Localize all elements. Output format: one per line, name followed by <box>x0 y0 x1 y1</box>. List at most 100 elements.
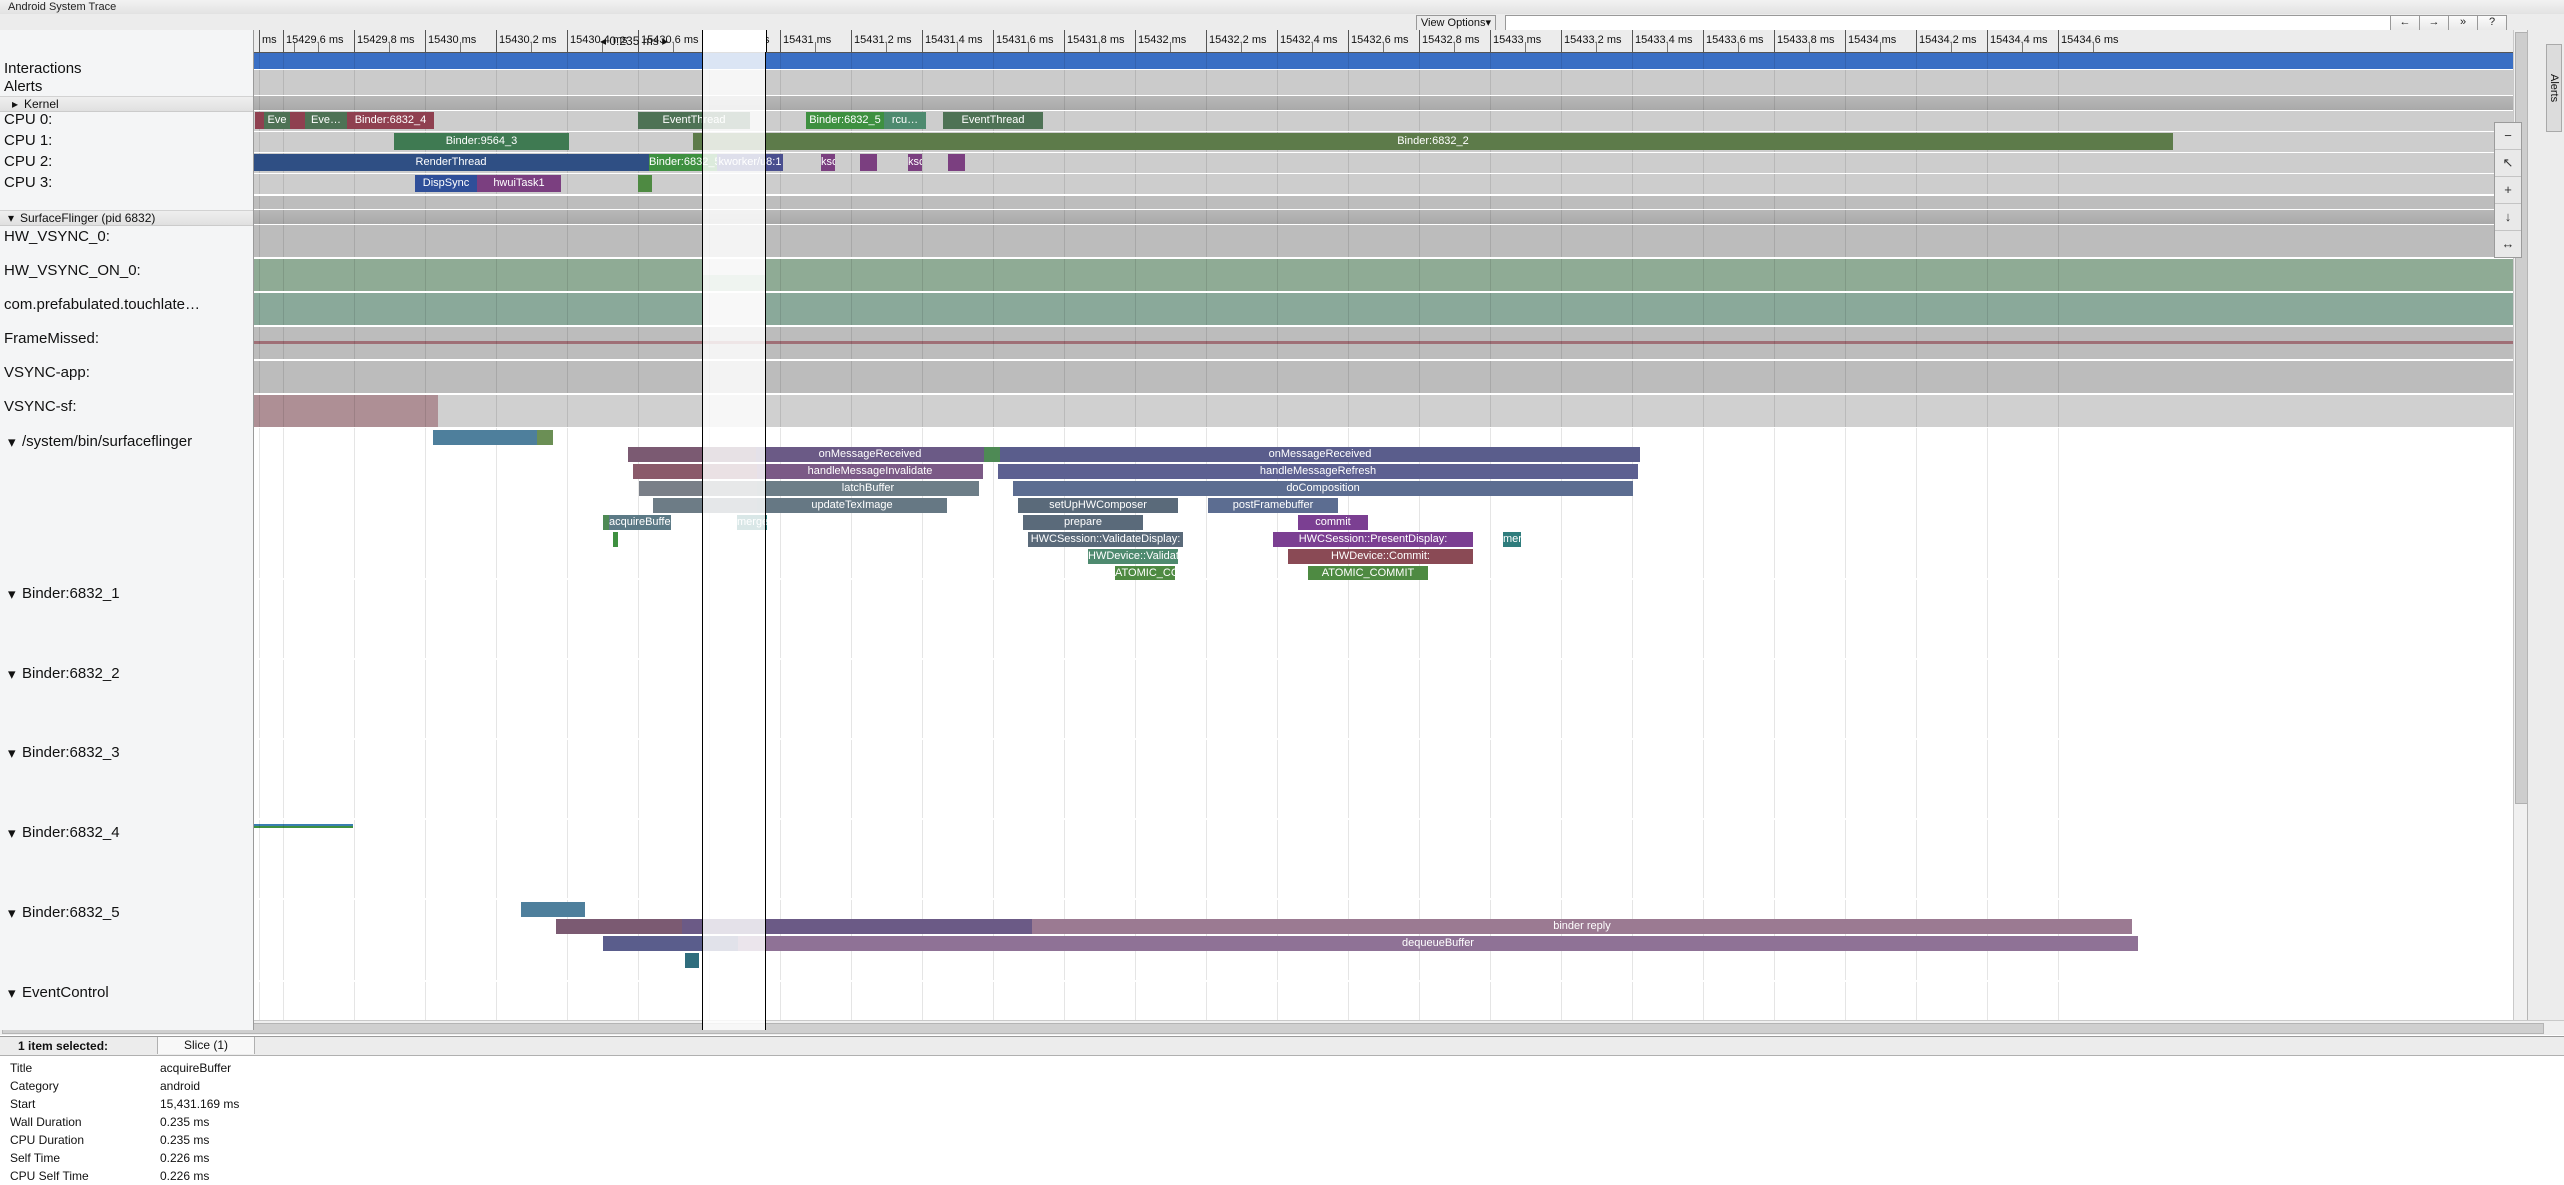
track-surfaceflinger-thread[interactable]: onMessageReceived onMessageReceived handle… <box>253 428 2528 581</box>
trace-slice[interactable] <box>653 498 757 513</box>
track-label-touchlatency[interactable]: com.prefabulated.touchlate… <box>4 296 200 313</box>
trace-slice[interactable]: onMessageReceived <box>756 447 984 462</box>
trace-slice[interactable] <box>603 936 738 951</box>
view-options-button[interactable]: View Options▾ <box>1415 15 1496 31</box>
track-label-hw-vsync-on-0[interactable]: HW_VSYNC_ON_0: <box>4 262 141 279</box>
trace-slice[interactable]: prepare <box>1023 515 1143 530</box>
track-cpu-0[interactable]: Eve Eve… Binder:6832_4 EventThread Binder:68… <box>253 111 2528 131</box>
cpu-slice[interactable]: rcu… <box>884 112 926 129</box>
cpu-slice[interactable]: Binder:6832_5 <box>649 154 717 171</box>
track-label-interactions[interactable]: Interactions <box>4 60 82 77</box>
cpu-slice[interactable] <box>638 175 652 192</box>
trace-slice[interactable] <box>613 532 618 547</box>
track-vsync-sf[interactable] <box>253 395 2528 427</box>
trace-slice[interactable]: merge <box>737 515 767 530</box>
cpu-slice[interactable]: kso <box>821 154 835 171</box>
track-label-cpu-2[interactable]: CPU 2: <box>4 153 53 170</box>
track-label-hw-vsync-0[interactable]: HW_VSYNC_0: <box>4 228 110 245</box>
cpu-slice[interactable]: Eve <box>264 112 290 129</box>
timeline-ruler[interactable]: ms 15429.6 ms 15429.8 ms 15430 ms 15430.2 ms… <box>253 30 2528 53</box>
trace-slice[interactable]: HWCSession::ValidateDisplay: <box>1028 532 1183 547</box>
trace-slice[interactable]: handleMessageInvalidate <box>757 464 983 479</box>
track-label-cpu-1[interactable]: CPU 1: <box>4 132 53 149</box>
trace-slice[interactable]: binder reply <box>1032 919 2132 934</box>
cpu-slice[interactable]: Binder:6832_5 <box>806 112 884 129</box>
cpu-slice[interactable]: hwuiTask1 <box>477 175 561 192</box>
track-canvas[interactable]: ms 15429.6 ms 15429.8 ms 15430 ms 15430.2 ms… <box>253 30 2528 1030</box>
trace-slice[interactable]: HWCSession::PresentDisplay: <box>1273 532 1473 547</box>
trace-slice[interactable]: dequeueBuffer <box>738 936 2138 951</box>
track-label-frame-missed[interactable]: FrameMissed: <box>4 330 100 347</box>
trace-slice[interactable] <box>682 919 1032 934</box>
track-hw-vsync-on-0[interactable] <box>253 259 2528 291</box>
cpu-slice[interactable] <box>860 154 877 171</box>
trace-slice[interactable]: HWDevice::Commit: <box>1288 549 1473 564</box>
trace-slice[interactable]: postFramebuffer <box>1208 498 1338 513</box>
alerts-side-tab[interactable]: Alerts <box>2546 44 2562 132</box>
track-label-vsync-sf[interactable]: VSYNC-sf: <box>4 398 77 415</box>
next-result-button[interactable]: → <box>2419 15 2449 31</box>
details-tab-slice[interactable]: Slice (1) <box>157 1037 256 1054</box>
track-binder-6832-3[interactable] <box>253 740 2528 818</box>
track-interactions[interactable] <box>253 53 2528 69</box>
horizontal-scrollbar[interactable] <box>0 1020 2564 1035</box>
trace-slice[interactable] <box>628 447 756 462</box>
cpu-slice[interactable]: Binder:6832_2 <box>693 133 2173 150</box>
trace-slice[interactable]: setUpHWComposer <box>1018 498 1178 513</box>
track-surfaceflinger-group[interactable] <box>253 210 2528 224</box>
pan-down-icon[interactable]: ↓ <box>2495 204 2521 231</box>
select-cursor-icon[interactable]: ↖ <box>2495 150 2521 177</box>
cpu-slice[interactable]: kso <box>908 154 922 171</box>
cpu-slice[interactable]: Binder:9564_3 <box>394 133 569 150</box>
pan-horizontal-icon[interactable]: ↔ <box>2501 236 2515 251</box>
track-binder-6832-1[interactable] <box>253 580 2528 658</box>
trace-slice[interactable] <box>639 481 757 496</box>
trace-slice[interactable] <box>633 464 757 479</box>
zoom-out-icon[interactable]: − <box>2495 123 2521 150</box>
more-options-button[interactable]: » <box>2448 15 2478 31</box>
zoom-in-icon[interactable]: + <box>2495 177 2521 204</box>
horizontal-scrollbar-thumb[interactable] <box>2 1023 2544 1034</box>
track-alerts[interactable] <box>253 70 2528 95</box>
track-binder-6832-4[interactable] <box>253 820 2528 898</box>
trace-slice[interactable]: HWDevice::Validate: <box>1088 549 1178 564</box>
prev-result-button[interactable]: ← <box>2390 15 2420 31</box>
trace-slice[interactable]: latchBuffer <box>757 481 979 496</box>
trace-slice[interactable] <box>537 430 553 445</box>
track-binder-6832-5[interactable]: binder reply dequeueBuffer <box>253 900 2528 980</box>
cpu-slice[interactable]: EventThread <box>943 112 1043 129</box>
track-frame-missed[interactable] <box>253 327 2528 359</box>
trace-slice[interactable]: onMessageReceived <box>1000 447 1640 462</box>
cpu-slice[interactable] <box>290 112 305 129</box>
trace-slice[interactable]: ATOMIC_COMMIT <box>1308 566 1428 581</box>
track-hw-vsync-0[interactable] <box>253 225 2528 257</box>
trace-slice[interactable]: handleMessageRefresh <box>998 464 1638 479</box>
track-kernel-group[interactable] <box>253 96 2528 110</box>
group-row-kernel[interactable]: ▸ Kernel <box>0 96 253 112</box>
track-label-vsync-app[interactable]: VSYNC-app: <box>4 364 90 381</box>
cpu-slice[interactable]: kworker/u8:1 <box>717 154 783 171</box>
track-vsync-app[interactable] <box>253 361 2528 393</box>
track-label-alerts[interactable]: Alerts <box>4 78 43 95</box>
track-label-cpu-0[interactable]: CPU 0: <box>4 111 53 128</box>
cpu-slice[interactable]: EventThread <box>638 112 750 129</box>
trace-slice[interactable]: acquireBuffer <box>609 515 671 530</box>
track-cpu-3[interactable]: DispSync hwuiTask1 <box>253 174 2528 194</box>
help-button[interactable]: ? <box>2477 15 2507 31</box>
binder4-slice-a[interactable] <box>253 824 353 826</box>
trace-slice[interactable]: commit <box>1298 515 1368 530</box>
track-cpu-1[interactable]: Binder:9564_3 Binder:6832_2 <box>253 132 2528 152</box>
group-row-surfaceflinger-process[interactable]: ▾ SurfaceFlinger (pid 6832) <box>0 210 253 226</box>
trace-slice[interactable]: mer <box>1503 532 1521 547</box>
binder4-slice-b[interactable] <box>253 826 353 828</box>
selection-right-marker[interactable] <box>765 52 766 1030</box>
trace-slice[interactable] <box>556 919 682 934</box>
selection-left-marker[interactable] <box>702 52 703 1030</box>
trace-slice[interactable]: updateTexImage <box>757 498 947 513</box>
trace-slice[interactable] <box>521 902 585 917</box>
cpu-slice[interactable]: RenderThread <box>253 154 649 171</box>
trace-slice[interactable] <box>984 447 1000 462</box>
track-touchlatency[interactable] <box>253 293 2528 325</box>
trace-slice[interactable] <box>685 953 699 968</box>
